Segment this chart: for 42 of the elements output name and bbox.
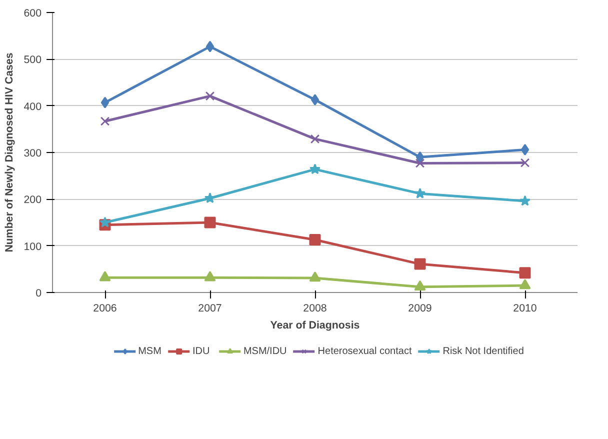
point bbox=[309, 234, 321, 246]
point bbox=[100, 96, 110, 108]
point bbox=[415, 158, 425, 168]
legend-label: Risk Not Identified bbox=[442, 345, 524, 357]
point bbox=[519, 278, 531, 290]
x-axis-title: Year of Diagnosis bbox=[270, 320, 360, 332]
point bbox=[310, 134, 320, 144]
point bbox=[520, 144, 530, 156]
point bbox=[414, 280, 426, 291]
point bbox=[310, 94, 320, 106]
y-tick-label: 100 bbox=[24, 240, 42, 253]
point bbox=[99, 271, 111, 282]
y-tick-label: 500 bbox=[24, 54, 42, 66]
y-tick-label: 400 bbox=[24, 100, 42, 113]
y-tick-label: 200 bbox=[24, 194, 42, 206]
point bbox=[100, 116, 110, 126]
point bbox=[309, 272, 321, 282]
x-tick-label: 2007 bbox=[198, 302, 222, 314]
point bbox=[99, 216, 111, 228]
point bbox=[414, 258, 426, 270]
y-tick-label: 300 bbox=[24, 148, 42, 160]
point bbox=[204, 216, 216, 228]
point bbox=[206, 40, 214, 52]
point bbox=[520, 158, 530, 168]
point bbox=[519, 267, 531, 279]
x-tick-label: 2008 bbox=[303, 302, 327, 314]
y-tick-label: 0 bbox=[36, 288, 42, 300]
point bbox=[205, 91, 215, 101]
legend-label: IDU bbox=[192, 345, 211, 357]
x-tick-label: 2009 bbox=[408, 302, 432, 314]
y-tick-label: 600 bbox=[24, 8, 42, 20]
x-tick-label: 2006 bbox=[93, 302, 117, 314]
point bbox=[309, 164, 321, 174]
legend-label: MSM bbox=[138, 345, 162, 357]
point bbox=[204, 271, 216, 282]
legend-label: Heterosexual contact bbox=[318, 345, 412, 357]
x-tick-label: 2010 bbox=[513, 302, 537, 314]
point bbox=[414, 188, 426, 198]
point bbox=[519, 195, 531, 206]
point bbox=[416, 151, 424, 163]
legend-label: MSM/IDU bbox=[243, 345, 287, 357]
y-axis-title: Number of Newly Diagnosed HIV Cases bbox=[4, 52, 16, 252]
